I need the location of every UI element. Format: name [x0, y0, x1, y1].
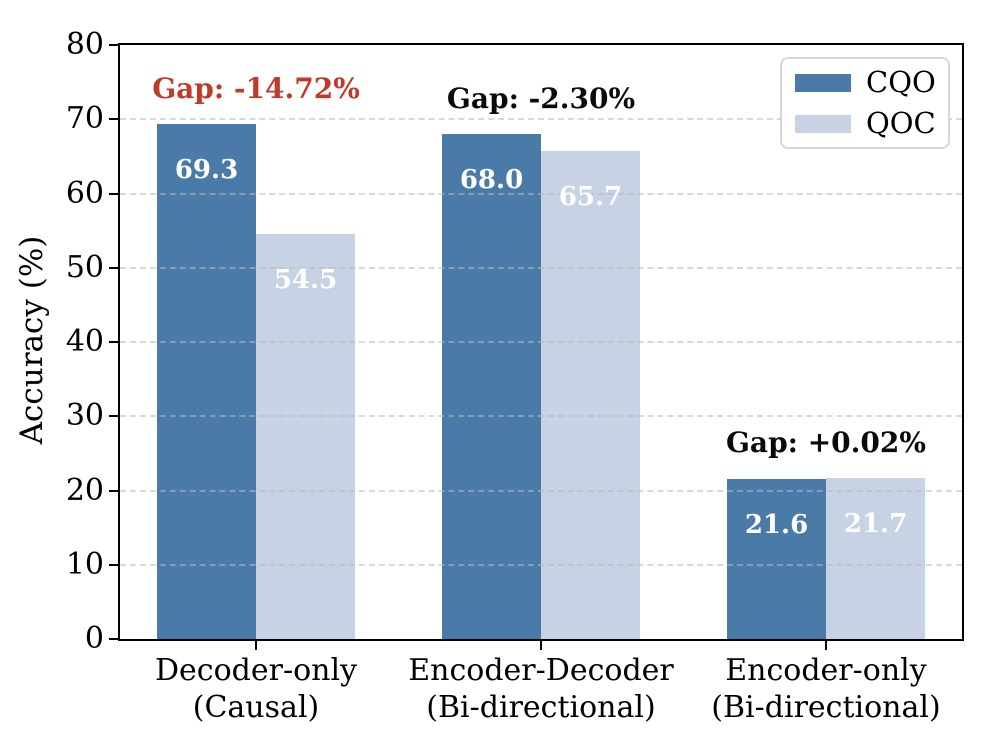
bar-value-label: 21.6 [744, 509, 809, 540]
bar-value-label: 69.3 [174, 155, 239, 186]
legend-item-cqo: CQO [795, 66, 948, 100]
gridline-10 [120, 563, 962, 566]
x-tick-label-group1: Decoder-only (Causal) [155, 652, 357, 726]
y-tick-20 [109, 489, 118, 492]
bar-qoc-group1 [256, 234, 355, 639]
y-tick-label: 10 [65, 546, 104, 582]
x-tick-group2 [540, 641, 542, 650]
y-tick-70 [109, 118, 118, 121]
y-tick-0 [109, 638, 118, 640]
x-tick-label-line: (Causal) [192, 690, 320, 725]
bar-qoc-group3 [826, 477, 925, 639]
gridline-40 [120, 341, 962, 343]
gap-annotation-group3: Gap: +0.02% [726, 425, 926, 459]
y-tick-80 [109, 44, 118, 46]
y-tick-label: 20 [65, 472, 104, 508]
legend-swatch-cqo [795, 73, 851, 92]
x-tick-label-group3: Encoder-only (Bi-directional) [711, 652, 940, 726]
legend-swatch-qoc [795, 114, 851, 133]
y-tick-label: 80 [65, 27, 104, 62]
x-tick-label-line: (Bi-directional) [426, 690, 656, 725]
x-tick-label-line: Encoder-Decoder [408, 653, 674, 688]
legend-item-qoc: QOC [795, 107, 948, 141]
y-tick-label: 60 [65, 175, 104, 211]
plot-area: CQO QOC 69.3 68.0 21.6 54.5 65.7 21.7 Gap: -14… [118, 43, 964, 641]
gridline-20 [120, 489, 962, 492]
x-tick-group3 [825, 641, 827, 650]
y-tick-50 [109, 266, 118, 269]
bar-qoc-group2 [541, 151, 640, 639]
y-tick-60 [109, 192, 118, 195]
y-tick-label: 50 [65, 249, 104, 285]
gridline-70 [120, 118, 962, 121]
gap-annotation-group1: Gap: -14.72% [152, 72, 360, 106]
y-tick-label: 0 [84, 621, 104, 656]
bar-value-label: 68.0 [459, 165, 524, 196]
bar-cqo-group3 [727, 478, 826, 639]
legend-label-qoc: QOC [866, 106, 936, 140]
gridline-30 [120, 415, 962, 418]
gap-annotation-group2: Gap: -2.30% [446, 82, 636, 116]
y-tick-label: 30 [65, 398, 104, 434]
gridline-50 [120, 266, 962, 269]
legend: CQO QOC [780, 57, 950, 149]
y-tick-label: 40 [65, 324, 104, 359]
bar-value-label: 65.7 [558, 182, 623, 213]
x-tick-label-line: Encoder-only [725, 653, 927, 688]
x-tick-label-group2: Encoder-Decoder (Bi-directional) [408, 652, 674, 726]
gridline-60 [120, 192, 962, 195]
bar-value-label: 21.7 [843, 508, 908, 539]
x-tick-label-line: Decoder-only [154, 653, 358, 688]
bar-value-label: 54.5 [273, 265, 338, 296]
legend-label-cqo: CQO [866, 65, 936, 99]
y-tick-10 [109, 563, 118, 566]
y-tick-label: 70 [65, 101, 104, 137]
x-tick-label-line: (Bi-directional) [711, 690, 941, 725]
x-tick-group1 [255, 641, 257, 650]
y-tick-30 [109, 415, 118, 418]
y-tick-40 [109, 341, 118, 343]
bar-cqo-group1 [157, 124, 256, 639]
bar-cqo-group2 [442, 134, 541, 639]
